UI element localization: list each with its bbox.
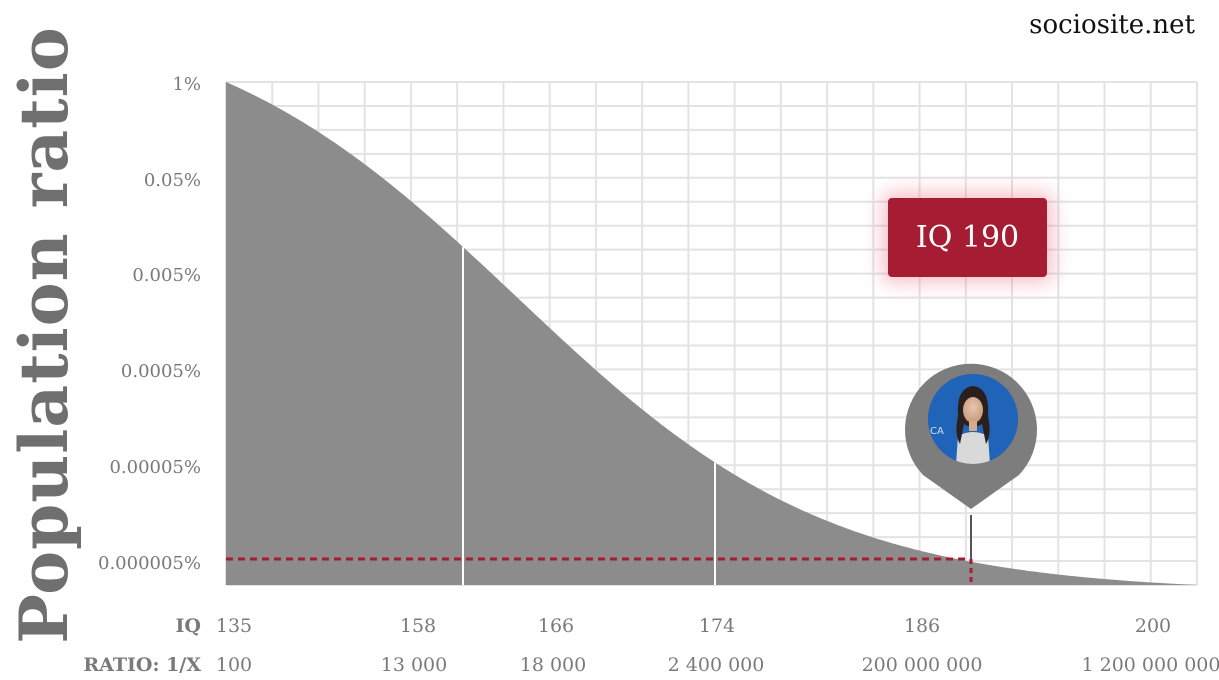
y-tick-label: 0.0005%: [121, 361, 201, 382]
x-tick-ratio: 1 200 000 000: [1081, 654, 1219, 676]
y-tick-label: 0.05%: [144, 170, 201, 191]
x-row-label-ratio: RATIO: 1/X: [83, 654, 201, 676]
y-tick-label: 0.000005%: [98, 553, 201, 574]
x-tick-iq: 200: [1135, 615, 1171, 637]
x-row-label-iq: IQ: [176, 615, 201, 637]
x-tick-iq: 166: [538, 615, 574, 637]
y-axis-title: Population ratio: [5, 26, 83, 644]
portrait-photo: CA: [928, 374, 1018, 464]
x-tick-ratio: 18 000: [520, 654, 586, 676]
y-tick-label: 1%: [172, 74, 201, 95]
svg-text:CA: CA: [930, 426, 944, 437]
x-tick-ratio: 13 000: [381, 654, 447, 676]
x-tick-ratio: 2 400 000: [668, 654, 765, 676]
highlight-callout: IQ 190: [888, 198, 1047, 277]
x-tick-labels: IQ RATIO: 1/X 135 100 158 13 000 166 18 000 174 2…: [83, 615, 1219, 676]
brand-logo: sociosite.net: [1029, 10, 1195, 40]
x-tick-iq: 158: [400, 615, 436, 637]
highlight-lines: [226, 515, 973, 585]
distribution-area: [226, 82, 1197, 585]
x-tick-iq: 186: [904, 615, 940, 637]
sd-markers: [462, 246, 716, 585]
x-tick-ratio: 200 000 000: [862, 654, 983, 676]
y-tick-label: 0.005%: [132, 265, 201, 286]
x-tick-iq: 174: [699, 615, 735, 637]
y-tick-label: 0.00005%: [109, 457, 201, 478]
y-tick-labels: 1% 0.05% 0.005% 0.0005% 0.00005% 0.000005%: [98, 74, 201, 574]
x-tick-iq: 135: [216, 615, 252, 637]
x-tick-ratio: 100: [216, 654, 252, 676]
